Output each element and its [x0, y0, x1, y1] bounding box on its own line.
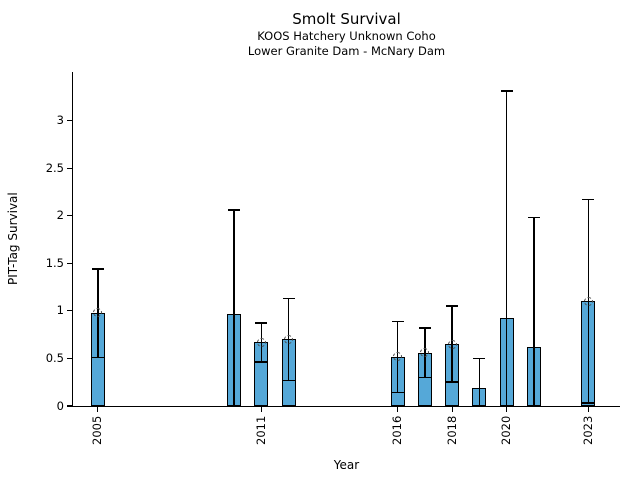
marker-2017 [420, 348, 430, 358]
y-tick-mark [67, 215, 72, 217]
errorbar-cap-top-2012 [282, 297, 295, 300]
x-tick-label: 2016 [390, 416, 405, 446]
errorbar-cap-bottom-2017 [418, 376, 431, 379]
errorbar-cap-top-2005 [91, 268, 104, 270]
errorbar-line-2019 [478, 358, 481, 406]
errorbar-cap-top-2010 [228, 209, 241, 211]
marker-2011 [256, 337, 266, 347]
errorbar-cap-top-2020 [500, 90, 513, 92]
errorbar-cap-top-2016 [391, 320, 404, 323]
x-tick-label: 2023 [580, 416, 595, 446]
y-tick-label: 2 [56, 208, 64, 223]
errorbar-cap-top-2017 [418, 327, 431, 329]
errorbar-cap-bottom-2018 [446, 381, 459, 383]
y-tick-mark [67, 357, 72, 359]
y-tick-label: 0 [56, 398, 64, 413]
y-tick-mark [67, 262, 72, 264]
y-tick-mark [67, 310, 72, 312]
x-axis-spine [72, 406, 620, 408]
y-tick-mark [67, 405, 72, 407]
x-tick-mark [451, 407, 453, 412]
marker-2005 [93, 308, 103, 318]
errorbar-cap-bottom-2005 [91, 356, 104, 359]
x-tick-mark [97, 407, 99, 412]
errorbar-cap-top-2023 [582, 198, 595, 201]
x-tick-label: 2005 [90, 416, 105, 446]
errorbar-cap-bottom-2023 [582, 402, 595, 404]
x-tick-mark [397, 407, 399, 412]
errorbar-line-2010 [233, 209, 235, 406]
errorbar-line-2020 [505, 91, 508, 406]
errorbar-cap-top-2021 [527, 216, 540, 219]
x-tick-label: 2018 [444, 416, 459, 446]
y-tick-label: 3 [56, 113, 64, 128]
errorbar-cap-bottom-2012 [282, 379, 295, 382]
chart-subtitle-1: KOOS Hatchery Unknown Coho [257, 29, 436, 43]
x-axis-label: Year [333, 458, 360, 472]
y-tick-mark [67, 167, 72, 169]
errorbar-line-2021 [533, 217, 535, 406]
marker-2016 [393, 352, 403, 362]
x-tick-mark [506, 407, 508, 412]
y-tick-label: 2.5 [45, 160, 64, 175]
errorbar-cap-top-2019 [473, 357, 486, 360]
errorbar-cap-top-2011 [255, 322, 268, 324]
title-block: Smolt Survival KOOS Hatchery Unknown Coh… [73, 9, 620, 59]
errorbar-cap-bottom-2016 [391, 391, 404, 394]
errorbar-cap-top-2018 [446, 305, 459, 307]
chart-subtitle-2: Lower Granite Dam - McNary Dam [247, 44, 446, 58]
y-tick-label: 1 [56, 303, 64, 318]
errorbar-cap-bottom-2011 [255, 361, 268, 363]
marker-2023 [583, 296, 593, 306]
marker-2012 [284, 334, 294, 344]
x-tick-label: 2020 [499, 416, 514, 446]
x-tick-label: 2011 [253, 416, 268, 446]
y-tick-label: 0.5 [45, 350, 64, 365]
x-tick-mark [260, 407, 262, 412]
marker-2018 [447, 339, 457, 349]
x-tick-mark [587, 407, 589, 412]
y-tick-label: 1.5 [45, 255, 64, 270]
y-tick-mark [67, 119, 72, 122]
y-axis-spine [72, 72, 74, 407]
chart-title: Smolt Survival [292, 10, 401, 28]
